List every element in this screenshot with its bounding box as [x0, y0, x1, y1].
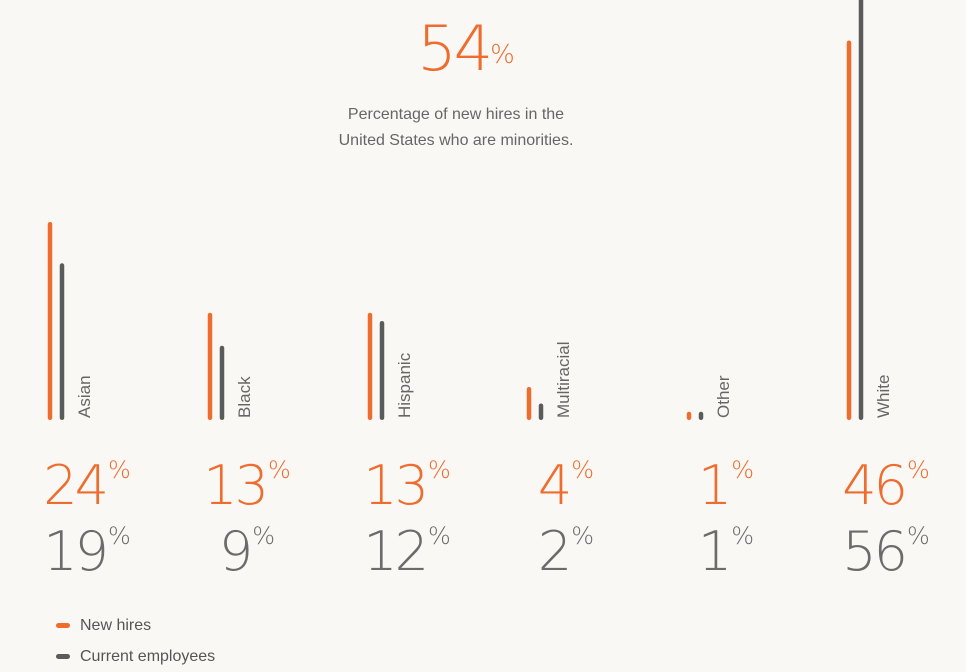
bar-new-hires-black — [207, 312, 213, 420]
bar-new-hires-white — [846, 40, 852, 420]
chart-subtitle: Percentage of new hires in the United St… — [316, 102, 596, 154]
headline-percentage: 54% — [336, 14, 596, 84]
legend-swatch-current-employees — [56, 654, 70, 659]
bar-new-hires-hispanic — [367, 312, 373, 420]
legend-swatch-new-hires — [56, 623, 70, 628]
bar-current-employees-other — [698, 411, 704, 420]
current-employees-value-white: 56% — [842, 520, 930, 583]
current-employees-value-other: 1% — [698, 520, 754, 583]
category-label-asian: Asian — [75, 375, 94, 418]
legend-item-new-hires: New hires — [56, 610, 215, 641]
current-employees-value-black: 9% — [219, 520, 275, 583]
new-hires-value-black: 13% — [203, 454, 291, 517]
bar-new-hires-other — [686, 411, 692, 420]
new-hires-value-white: 46% — [842, 454, 930, 517]
category-label-multiracial: Multiracial — [554, 341, 573, 418]
current-employees-value-asian: 19% — [43, 520, 131, 583]
subtitle-line-2: United States who are minorities. — [338, 132, 574, 149]
bar-current-employees-asian — [59, 263, 65, 420]
headline-unit: % — [490, 40, 515, 70]
legend: New hires Current employees — [56, 610, 215, 672]
bar-new-hires-multiracial — [526, 387, 532, 420]
category-label-black: Black — [235, 376, 254, 418]
bar-new-hires-asian — [47, 222, 53, 420]
current-employees-value-multiracial: 2% — [538, 520, 594, 583]
headline-value: 54 — [417, 12, 493, 85]
new-hires-value-multiracial: 4% — [538, 454, 594, 517]
bar-current-employees-multiracial — [538, 403, 544, 420]
category-label-hispanic: Hispanic — [395, 352, 414, 418]
bar-current-employees-white — [858, 0, 864, 420]
new-hires-value-hispanic: 13% — [363, 454, 451, 517]
category-label-other: Other — [714, 375, 733, 418]
bar-current-employees-hispanic — [379, 321, 385, 420]
legend-label-current-employees: Current employees — [80, 647, 216, 665]
new-hires-value-other: 1% — [698, 454, 754, 517]
subtitle-line-1: Percentage of new hires in the — [347, 106, 565, 123]
legend-item-current-employees: Current employees — [56, 641, 215, 672]
legend-label-new-hires: New hires — [80, 616, 152, 634]
category-label-white: White — [874, 375, 893, 418]
new-hires-value-asian: 24% — [43, 454, 131, 517]
bar-current-employees-black — [219, 345, 225, 420]
current-employees-value-hispanic: 12% — [363, 520, 451, 583]
